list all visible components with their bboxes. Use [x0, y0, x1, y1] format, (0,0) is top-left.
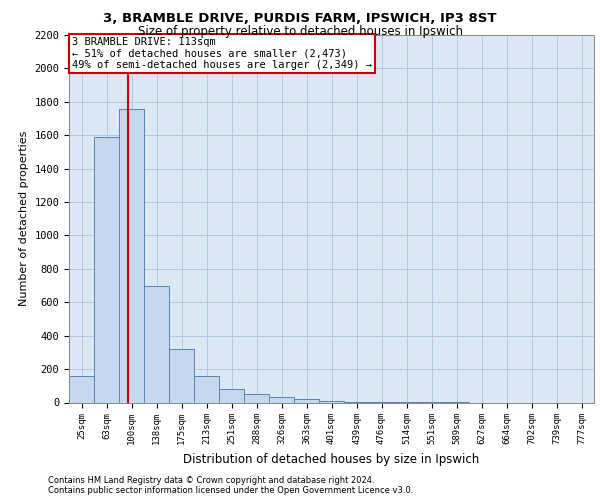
Text: 3 BRAMBLE DRIVE: 113sqm
← 51% of detached houses are smaller (2,473)
49% of semi: 3 BRAMBLE DRIVE: 113sqm ← 51% of detache… [71, 37, 371, 70]
Y-axis label: Number of detached properties: Number of detached properties [19, 131, 29, 306]
Bar [194, 376, 219, 402]
Bar [69, 376, 94, 402]
Text: 3, BRAMBLE DRIVE, PURDIS FARM, IPSWICH, IP3 8ST: 3, BRAMBLE DRIVE, PURDIS FARM, IPSWICH, … [103, 12, 497, 26]
Bar [294, 399, 319, 402]
Text: Contains public sector information licensed under the Open Government Licence v3: Contains public sector information licen… [48, 486, 413, 495]
Bar [119, 108, 144, 403]
X-axis label: Distribution of detached houses by size in Ipswich: Distribution of detached houses by size … [184, 453, 479, 466]
Bar [244, 394, 269, 402]
Bar [269, 398, 294, 402]
Bar [144, 286, 169, 403]
Bar [169, 349, 194, 403]
Bar [319, 401, 344, 402]
Text: Size of property relative to detached houses in Ipswich: Size of property relative to detached ho… [137, 25, 463, 38]
Text: Contains HM Land Registry data © Crown copyright and database right 2024.: Contains HM Land Registry data © Crown c… [48, 476, 374, 485]
Bar [94, 137, 119, 402]
Bar [219, 389, 244, 402]
